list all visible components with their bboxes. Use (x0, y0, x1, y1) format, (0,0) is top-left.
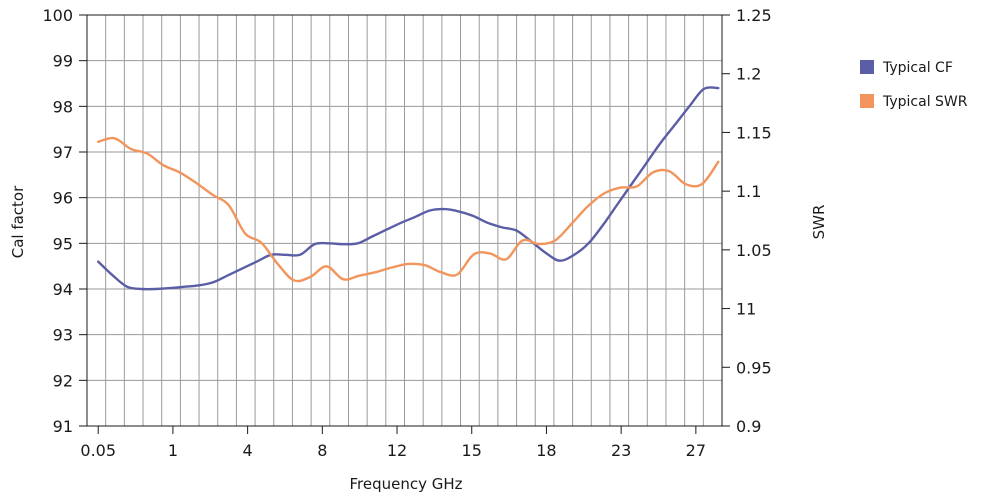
y-left-tick-label: 98 (53, 97, 73, 116)
series-line-typical-cf (97, 86, 720, 291)
y-right-tick-label: 0.9 (736, 417, 761, 436)
axis-ticks: 100 99 98 97 96 95 94 93 92 91 1.25 1.2 1.15 1.1 1.05 1… (42, 6, 771, 460)
y-right-tick-label: 11 (736, 300, 756, 319)
y-right-tick-label: 1.1 (736, 182, 761, 201)
legend: Typical CF Typical SWR (860, 60, 968, 110)
x-tick-label: 23 (611, 441, 631, 460)
y-left-tick-label: 91 (53, 417, 73, 436)
series-lines (97, 86, 720, 291)
x-tick-label: 18 (536, 441, 556, 460)
x-tick-label: 27 (686, 441, 706, 460)
y-axis-right-title: SWR (810, 205, 828, 240)
x-tick-label: 15 (462, 441, 482, 460)
x-tick-label: 1 (168, 441, 178, 460)
legend-swatch-cf (860, 60, 874, 74)
y-left-tick-label: 99 (53, 52, 73, 71)
grid (87, 15, 722, 426)
x-tick-label: 8 (317, 441, 327, 460)
y-left-tick-label: 94 (53, 280, 73, 299)
x-axis-title: Frequency GHz (349, 475, 462, 493)
x-tick-label: 0.05 (80, 441, 116, 460)
y-right-tick-label: 1.2 (736, 65, 761, 84)
legend-label-swr: Typical SWR (882, 94, 968, 110)
y-right-tick-label: 1.15 (736, 123, 772, 142)
y-right-tick-label: 0.95 (736, 358, 772, 377)
legend-swatch-swr (860, 94, 874, 108)
y-left-tick-label: 95 (53, 234, 73, 253)
legend-label-cf: Typical CF (882, 60, 953, 76)
y-axis-left-title: Cal factor (9, 185, 27, 258)
plot-frame (86, 14, 723, 427)
y-left-tick-label: 97 (53, 143, 73, 162)
y-right-tick-label: 1.05 (736, 241, 772, 260)
y-left-tick-label: 92 (53, 371, 73, 390)
y-right-tick-label: 1.25 (736, 6, 772, 25)
y-left-tick-label: 100 (42, 6, 73, 25)
x-tick-label: 4 (243, 441, 253, 460)
series-line-typical-swr (97, 136, 720, 283)
y-left-tick-label: 96 (53, 189, 73, 208)
x-tick-label: 12 (387, 441, 407, 460)
y-left-tick-label: 93 (53, 326, 73, 345)
